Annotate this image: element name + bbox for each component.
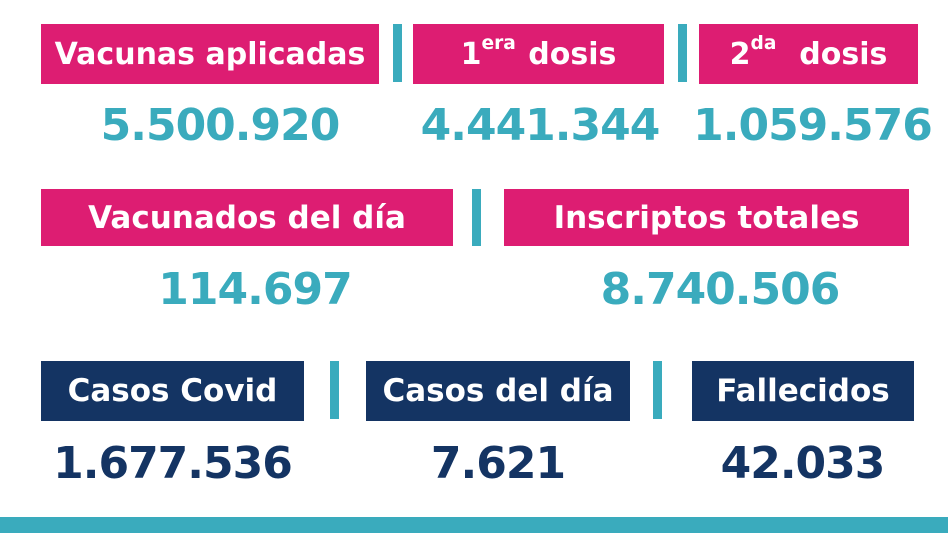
registered-total-value: 8.740.506 bbox=[600, 264, 841, 315]
vaccines-applied-value: 5.500.920 bbox=[100, 100, 341, 151]
first-dose-label-suffix: dosis bbox=[517, 36, 617, 72]
registered-total-label: Inscriptos totales bbox=[504, 189, 909, 246]
vaccinated-today-value: 114.697 bbox=[158, 264, 352, 315]
second-dose-label: 2 da dosis bbox=[699, 24, 918, 84]
cases-today-value: 7.621 bbox=[430, 438, 566, 489]
vaccines-applied-label-text: Vacunas aplicadas bbox=[54, 36, 366, 72]
first-dose-label: 1 era dosis bbox=[413, 24, 664, 84]
separator bbox=[472, 189, 481, 246]
second-dose-value: 1.059.576 bbox=[693, 100, 933, 151]
vaccinated-today-label: Vacunados del día bbox=[41, 189, 453, 246]
separator bbox=[330, 361, 339, 419]
cases-today-label-text: Casos del día bbox=[382, 373, 614, 409]
first-dose-label-sup: era bbox=[481, 33, 516, 55]
covid-cases-label: Casos Covid bbox=[41, 361, 304, 421]
deaths-label-text: Fallecidos bbox=[716, 373, 890, 409]
separator bbox=[393, 24, 402, 82]
vaccinated-today-label-text: Vacunados del día bbox=[88, 199, 406, 236]
second-dose-label-suffix: dosis bbox=[778, 36, 888, 72]
bottom-accent-bar bbox=[0, 517, 948, 533]
deaths-value: 42.033 bbox=[720, 438, 886, 489]
registered-total-label-text: Inscriptos totales bbox=[553, 199, 860, 236]
second-dose-label-prefix: 2 bbox=[729, 36, 751, 72]
covid-cases-value: 1.677.536 bbox=[53, 438, 293, 489]
deaths-label: Fallecidos bbox=[692, 361, 914, 421]
first-dose-label-prefix: 1 bbox=[460, 36, 482, 72]
vaccines-applied-label: Vacunas aplicadas bbox=[41, 24, 379, 84]
separator bbox=[678, 24, 687, 82]
first-dose-value: 4.441.344 bbox=[420, 100, 661, 151]
separator bbox=[653, 361, 662, 419]
covid-cases-label-text: Casos Covid bbox=[67, 373, 278, 409]
cases-today-label: Casos del día bbox=[366, 361, 630, 421]
second-dose-label-sup: da bbox=[750, 33, 777, 55]
